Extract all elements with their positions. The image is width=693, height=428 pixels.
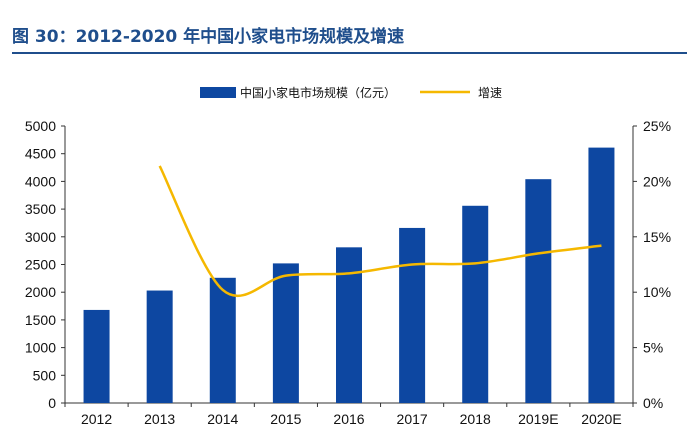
- y-left-tick-label: 5000: [25, 118, 56, 134]
- y-left-tick-label: 500: [33, 367, 57, 383]
- x-tick-label: 2018: [460, 411, 491, 427]
- figure-title: 图 30：2012-2020 年中国小家电市场规模及增速: [12, 27, 405, 47]
- bar: [336, 247, 362, 403]
- y-right-tick-label: 0%: [643, 395, 663, 411]
- bar: [83, 309, 110, 403]
- growth-line: [158, 165, 602, 298]
- x-tick-label: 2013: [144, 411, 175, 427]
- y-left-tick-label: 4000: [25, 173, 56, 189]
- y-left-tick-label: 3000: [25, 229, 56, 245]
- y-right-tick-label: 5%: [643, 340, 663, 356]
- bar: [146, 290, 173, 403]
- bar: [525, 179, 552, 403]
- y-left-tick-label: 3500: [25, 201, 56, 217]
- y-right-tick-label: 25%: [643, 118, 671, 134]
- x-tick-label: 2020E: [581, 411, 621, 427]
- x-tick-label: 2017: [397, 411, 428, 427]
- legend-label-line: 增速: [478, 86, 502, 100]
- y-left-tick-label: 1500: [25, 312, 56, 328]
- x-tick-label: 2012: [81, 411, 112, 427]
- x-tick-label: 2016: [333, 411, 364, 427]
- x-tick-label: 2015: [270, 411, 301, 427]
- legend-label-bar: 中国小家电市场规模（亿元）: [240, 85, 396, 100]
- x-tick-label: 2019E: [518, 411, 558, 427]
- y-right-tick-label: 15%: [643, 229, 671, 245]
- bar: [399, 227, 426, 403]
- y-left-tick-label: 1000: [25, 340, 56, 356]
- y-left-tick-label: 0: [48, 395, 56, 411]
- bar: [209, 277, 236, 403]
- bar: [588, 147, 615, 403]
- y-left-tick-label: 2000: [25, 284, 56, 300]
- legend-swatch-bar: [200, 87, 236, 98]
- y-left-tick-label: 4500: [25, 146, 56, 162]
- y-right-tick-label: 20%: [643, 173, 671, 189]
- x-tick-label: 2014: [207, 411, 238, 427]
- y-left-tick-label: 2500: [25, 257, 56, 273]
- bar: [272, 263, 299, 403]
- title-rule: [12, 52, 687, 54]
- y-right-tick-label: 10%: [643, 284, 671, 300]
- bar: [462, 205, 489, 403]
